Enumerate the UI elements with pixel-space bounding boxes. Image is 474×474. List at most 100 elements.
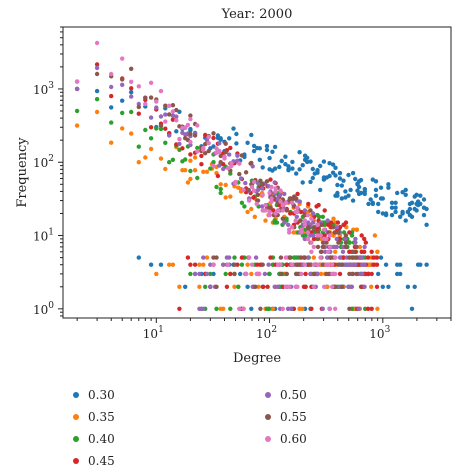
point-0.45 (192, 262, 198, 267)
point-0.45 (371, 262, 376, 267)
point-0.60 (302, 218, 308, 223)
point-0.30 (279, 158, 284, 164)
point-0.50 (266, 262, 271, 267)
point-0.50 (221, 262, 226, 267)
point-0.50 (74, 86, 80, 92)
point-0.60 (273, 211, 278, 216)
point-0.40 (232, 255, 237, 260)
point-0.30 (327, 173, 332, 179)
point-0.35 (188, 158, 193, 163)
point-0.30 (321, 159, 327, 164)
point-0.45 (199, 153, 204, 159)
point-0.30 (398, 262, 403, 267)
legend-marker (73, 414, 79, 420)
point-0.60 (201, 145, 206, 151)
point-0.30 (264, 147, 270, 153)
point-0.35 (375, 306, 380, 311)
point-0.35 (311, 255, 316, 260)
point-0.30 (358, 177, 364, 183)
point-0.55 (315, 236, 321, 242)
point-0.55 (260, 262, 265, 267)
point-0.35 (120, 126, 125, 131)
point-0.55 (319, 222, 324, 227)
legend-label: 0.50 (280, 388, 307, 402)
point-0.55 (280, 216, 285, 221)
point-0.55 (350, 249, 356, 254)
point-0.55 (296, 262, 301, 267)
point-0.40 (266, 271, 272, 277)
point-0.60 (333, 271, 338, 277)
point-0.60 (195, 123, 200, 128)
point-0.60 (287, 284, 292, 289)
point-0.35 (319, 271, 324, 277)
point-0.30 (337, 176, 343, 181)
point-0.40 (218, 190, 223, 196)
point-0.30 (386, 185, 391, 190)
point-0.60 (326, 262, 331, 267)
point-0.40 (167, 160, 172, 165)
point-0.55 (264, 179, 270, 184)
point-0.60 (299, 271, 304, 277)
point-0.60 (283, 200, 288, 205)
point-0.55 (148, 95, 154, 100)
point-0.45 (374, 284, 380, 289)
point-0.60 (241, 306, 246, 311)
point-0.30 (409, 214, 415, 219)
point-0.60 (295, 209, 300, 215)
point-0.30 (245, 140, 250, 145)
point-0.50 (192, 271, 198, 277)
point-0.50 (208, 262, 213, 267)
point-0.45 (228, 271, 233, 277)
point-0.60 (237, 306, 242, 311)
point-0.40 (223, 271, 228, 277)
point-0.50 (311, 220, 316, 225)
point-0.60 (251, 188, 257, 193)
point-0.30 (386, 284, 391, 289)
point-0.45 (203, 132, 208, 138)
point-0.35 (228, 194, 233, 199)
point-0.60 (154, 99, 159, 104)
point-0.35 (369, 284, 374, 289)
point-0.60 (167, 103, 172, 109)
point-0.45 (374, 255, 380, 260)
point-0.60 (289, 225, 295, 230)
point-0.50 (262, 271, 268, 277)
point-0.55 (211, 131, 216, 136)
point-0.60 (94, 40, 100, 46)
point-0.55 (120, 77, 125, 82)
point-0.30 (277, 164, 282, 170)
point-0.40 (170, 157, 176, 162)
point-0.30 (264, 143, 270, 149)
point-0.60 (206, 141, 211, 146)
point-0.30 (218, 137, 223, 142)
point-0.40 (163, 140, 168, 145)
point-0.30 (376, 209, 381, 215)
point-0.40 (120, 110, 125, 116)
point-0.45 (180, 146, 185, 151)
point-0.50 (331, 244, 336, 250)
point-0.60 (136, 84, 141, 89)
legend-marker (265, 436, 271, 442)
point-0.60 (229, 161, 234, 166)
point-0.45 (268, 255, 273, 260)
x-tick-label: 102 (256, 325, 277, 341)
point-0.55 (298, 255, 303, 260)
point-0.55 (223, 141, 228, 146)
point-0.30 (424, 262, 429, 267)
point-0.50 (204, 271, 210, 277)
point-0.60 (267, 190, 272, 196)
point-0.50 (120, 82, 125, 88)
point-0.45 (295, 191, 300, 197)
point-0.60 (170, 109, 176, 114)
point-0.55 (324, 240, 329, 245)
point-0.45 (215, 173, 221, 179)
point-0.40 (214, 306, 219, 311)
point-0.30 (348, 187, 353, 193)
point-0.50 (360, 255, 365, 260)
point-0.30 (290, 166, 295, 171)
point-0.30 (366, 201, 371, 207)
point-0.55 (246, 187, 251, 193)
point-0.50 (208, 284, 213, 289)
point-0.30 (418, 193, 423, 198)
point-0.30 (286, 168, 291, 173)
